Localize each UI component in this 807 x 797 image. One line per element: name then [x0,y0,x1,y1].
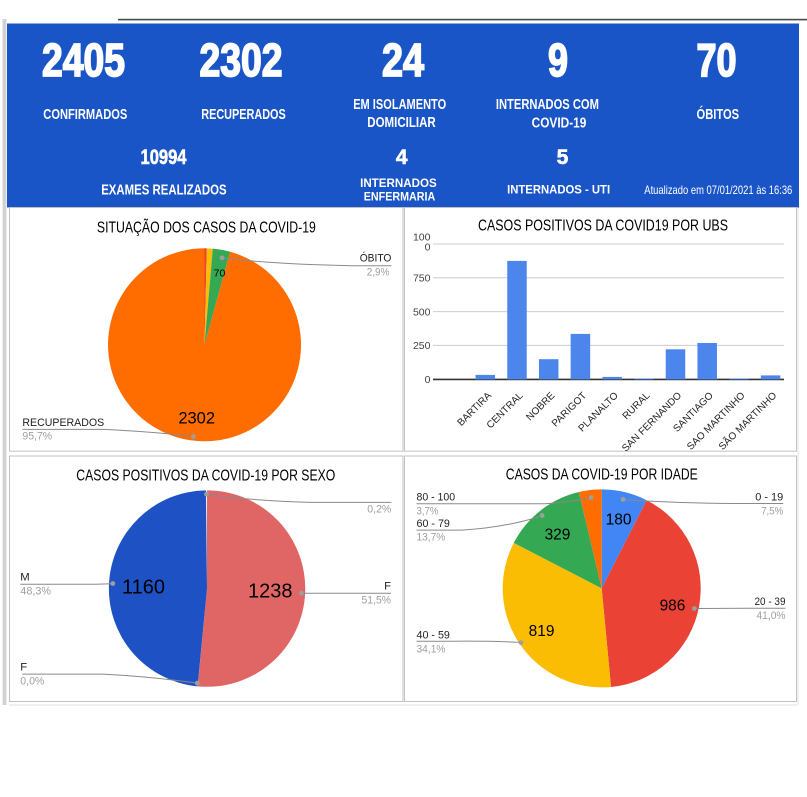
svg-text:250: 250 [413,340,431,352]
svg-text:2302: 2302 [200,34,283,86]
svg-text:4: 4 [396,146,408,169]
svg-text:INTERNADOS: INTERNADOS [360,176,437,190]
svg-text:750: 750 [413,273,431,285]
svg-text:Atualizado em 07/01/2021 às 16: Atualizado em 07/01/2021 às 16:36 [644,183,792,197]
svg-text:100: 100 [413,232,431,244]
svg-text:180: 180 [606,511,632,528]
svg-text:F: F [384,581,391,593]
svg-text:SITUAÇÃO DOS CASOS DA COVID-19: SITUAÇÃO DOS CASOS DA COVID-19 [97,217,316,237]
svg-text:EXAMES REALIZADOS: EXAMES REALIZADOS [101,182,227,198]
svg-text:2405: 2405 [42,34,125,86]
svg-text:819: 819 [529,623,555,640]
svg-text:COVID-19: COVID-19 [532,115,587,132]
svg-text:329: 329 [545,527,571,544]
svg-text:80 - 100: 80 - 100 [417,492,456,504]
svg-text:20 - 39: 20 - 39 [755,596,786,608]
svg-text:70: 70 [697,34,737,86]
svg-text:986: 986 [660,597,686,614]
svg-text:RECUPERADOS: RECUPERADOS [201,106,286,123]
svg-text:48,3%: 48,3% [20,585,51,597]
svg-text:EM ISOLAMENTO: EM ISOLAMENTO [353,96,446,113]
svg-text:ENFERMARIA: ENFERMARIA [364,190,436,204]
svg-text:CASOS DA COVID-19 POR IDADE: CASOS DA COVID-19 POR IDADE [506,467,698,484]
svg-text:3,7%: 3,7% [417,505,439,517]
svg-text:INTERNADOS - UTI: INTERNADOS - UTI [507,182,610,196]
svg-text:41,0%: 41,0% [757,610,786,622]
svg-text:40 - 59: 40 - 59 [417,629,450,641]
svg-text:2,9%: 2,9% [367,267,390,279]
svg-text:5: 5 [557,146,569,169]
svg-text:0: 0 [425,374,431,386]
svg-text:ÓBITOS: ÓBITOS [697,105,740,123]
svg-text:24: 24 [382,34,424,86]
svg-text:60 - 79: 60 - 79 [417,518,450,530]
svg-text:M: M [20,572,29,584]
svg-text:CASOS POSITIVOS DA COVID19 POR: CASOS POSITIVOS DA COVID19 POR UBS [478,218,728,235]
svg-text:95,7%: 95,7% [22,431,52,443]
svg-text:9: 9 [548,34,568,86]
svg-text:0: 0 [425,242,431,254]
svg-text:70: 70 [214,268,226,280]
svg-text:2302: 2302 [178,410,215,428]
svg-text:0,0%: 0,0% [20,675,44,687]
svg-text:7,5%: 7,5% [761,505,783,517]
svg-text:RECUPERADOS: RECUPERADOS [22,417,104,429]
svg-text:F: F [20,661,27,673]
svg-text:10994: 10994 [141,146,187,169]
svg-text:34,1%: 34,1% [417,643,446,655]
svg-text:1160: 1160 [122,577,165,599]
svg-text:13,7%: 13,7% [417,531,446,543]
svg-text:0,2%: 0,2% [367,504,391,516]
svg-text:1238: 1238 [248,581,293,603]
svg-text:ÓBITO: ÓBITO [360,252,392,265]
svg-text:0 - 19: 0 - 19 [755,492,783,504]
svg-text:DOMICILIAR: DOMICILIAR [367,114,436,131]
svg-text:51,5%: 51,5% [362,595,392,607]
svg-text:500: 500 [413,306,431,318]
svg-text:CASOS POSITIVOS DA COVID-19 PO: CASOS POSITIVOS DA COVID-19 POR SEXO [76,468,335,485]
svg-text:CONFIRMADOS: CONFIRMADOS [43,106,127,123]
svg-text:INTERNADOS COM: INTERNADOS COM [496,96,599,113]
